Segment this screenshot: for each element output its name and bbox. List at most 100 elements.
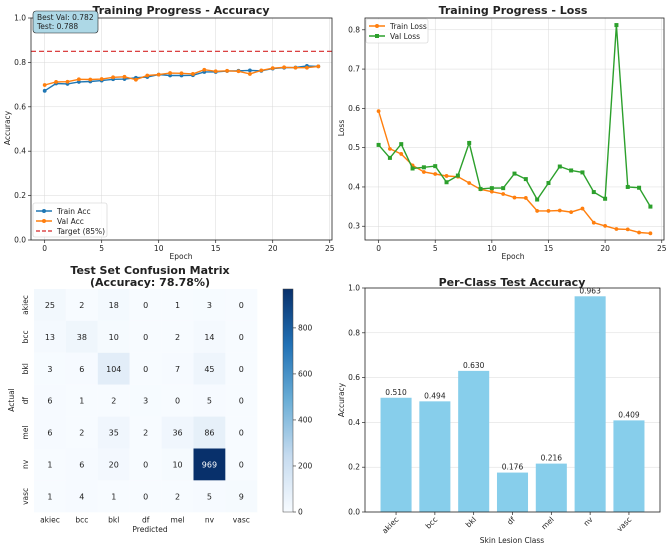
confusion-cell (129, 448, 162, 481)
data-point (316, 64, 321, 69)
legend-label-val-loss: Val Loss (390, 32, 420, 41)
data-point (489, 186, 494, 191)
confusion-cell-value: 0 (239, 460, 244, 469)
x-tick-label: 15 (544, 244, 554, 253)
confusion-cell-value: 5 (207, 397, 212, 406)
bar-value-label: 0.963 (579, 286, 601, 295)
confusion-cell-value: 0 (239, 301, 244, 310)
confusion-cell-value: 10 (109, 333, 119, 342)
confusion-cell-value: 3 (143, 397, 148, 406)
data-point (248, 72, 252, 76)
bar-value-label: 0.494 (424, 391, 446, 400)
confusion-cell-value: 14 (204, 333, 214, 342)
confusion-cell (34, 320, 66, 353)
confusion-cell-value: 104 (106, 365, 121, 374)
accuracy-axes-frame (30, 17, 333, 241)
confusion-cell (193, 289, 226, 321)
confusion-cell-value: 0 (239, 333, 244, 342)
data-point (648, 231, 653, 236)
data-point (535, 209, 540, 213)
data-point (444, 180, 449, 185)
x-tick-label: 20 (268, 244, 278, 253)
confusion-cell-value: 5 (207, 492, 212, 501)
data-point (388, 146, 392, 151)
confusion-cell-value: 0 (143, 301, 148, 310)
accuracy-x-axis-label: Epoch (170, 252, 193, 261)
confusion-matrix-subtitle: (Accuracy: 78.78%) (90, 276, 210, 289)
confusion-cell-value: 2 (79, 301, 84, 310)
accuracy-bar (419, 401, 451, 512)
loss-x-axis-label: Epoch (502, 252, 525, 261)
accuracy-annotation-box: Best Val: 0.782 Test: 0.788 (32, 10, 99, 34)
confusion-cell-value: 3 (207, 301, 212, 310)
confusion-cell-value: 0 (143, 365, 148, 374)
series-line (378, 25, 652, 207)
confusion-cell (225, 416, 258, 449)
confusion-cell (129, 352, 162, 385)
data-point (478, 186, 483, 191)
data-point (648, 204, 653, 209)
y-tick-label: 0.4 (348, 418, 360, 427)
data-point (376, 109, 381, 114)
accuracy-chart-panel: Training Progress - Accuracy Epoch Accur… (3, 4, 335, 261)
accuracy-y-axis-label: Accuracy (3, 110, 12, 145)
confusion-cell (161, 320, 194, 353)
confusion-cell (65, 448, 98, 481)
confusion-cell-value: 2 (175, 492, 180, 501)
data-point (523, 196, 528, 200)
confusion-cell-value: 36 (172, 429, 182, 438)
confusion-cell (193, 448, 226, 481)
data-point (557, 208, 562, 213)
confusion-cell (129, 416, 162, 449)
confusion-cell-value: 10 (172, 460, 182, 469)
confusion-cell (34, 352, 66, 385)
confusion-cell (65, 320, 98, 353)
confusion-cell (161, 448, 194, 481)
confusion-cell (34, 480, 66, 513)
data-point (637, 185, 642, 190)
confusion-cell (129, 289, 162, 321)
confusion-cell-value: 4 (79, 492, 84, 501)
y-tick-label: 0.8 (348, 25, 360, 34)
colorbar-tick-label: 0 (298, 508, 303, 517)
confusion-cell (97, 448, 130, 481)
confusion-cell (97, 352, 130, 385)
bar-value-label: 0.409 (618, 410, 640, 419)
confusion-cell-value: 0 (239, 397, 244, 406)
confusion-cell-value: 6 (47, 429, 52, 438)
annotation-best-val: Best Val: 0.782 (37, 13, 94, 22)
legend-label-val-acc: Val Acc (57, 217, 84, 226)
confusion-cell (65, 416, 98, 449)
data-point (614, 227, 619, 231)
y-tick-label: 0.2 (14, 191, 26, 200)
confusion-cell (97, 384, 130, 417)
data-point (213, 69, 218, 74)
data-point (376, 142, 381, 147)
data-point (433, 172, 438, 176)
confusion-cell (225, 384, 258, 417)
data-point (179, 71, 184, 76)
data-point (133, 77, 138, 82)
data-point (523, 177, 528, 182)
legend-marker-train-loss (375, 24, 379, 28)
loss-chart-panel: Training Progress - Loss Epoch Loss 0 5 10… (337, 4, 667, 261)
bar-value-label: 0.630 (463, 361, 485, 370)
loss-legend: Train Loss Val Loss (365, 18, 429, 44)
loss-chart-title: Training Progress - Loss (439, 4, 588, 17)
category-label: bcc (424, 515, 440, 531)
confusion-cell-value: 1 (175, 301, 180, 310)
data-point (65, 79, 70, 84)
confusion-cell-value: 969 (202, 460, 217, 469)
confusion-cell (225, 352, 258, 385)
y-tick-label: 0.5 (348, 143, 360, 152)
data-point (489, 189, 494, 194)
confusion-cell (34, 448, 66, 481)
actual-class-label: vasc (21, 488, 30, 505)
data-point (236, 69, 241, 74)
confusion-cell-value: 86 (204, 429, 214, 438)
y-tick-label: 0.0 (14, 236, 26, 245)
category-label: nv (582, 515, 595, 528)
data-point (421, 170, 426, 174)
data-point (535, 197, 540, 202)
series-val-loss (376, 23, 653, 209)
